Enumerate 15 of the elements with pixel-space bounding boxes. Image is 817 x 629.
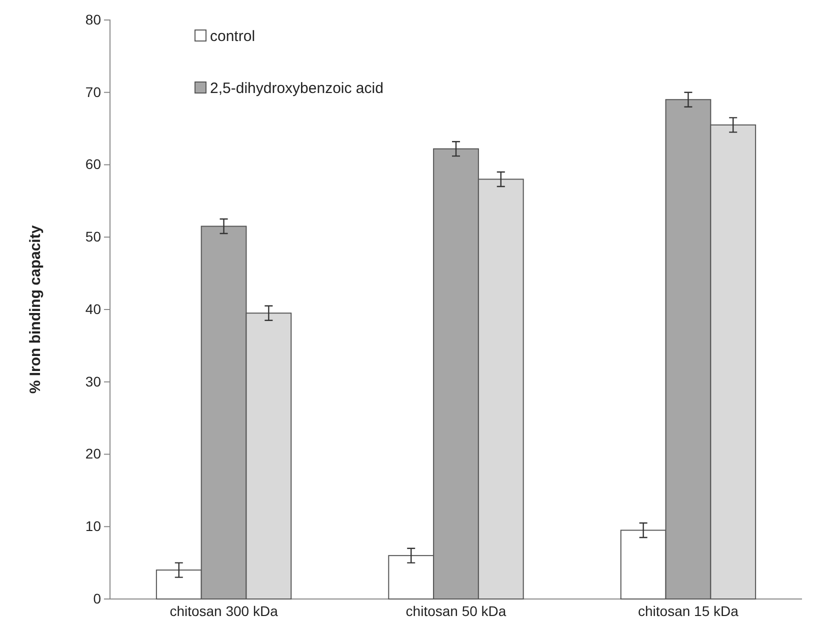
y-tick-label: 30: [85, 373, 102, 390]
y-tick-label: 80: [85, 11, 102, 28]
legend-label: control: [210, 28, 256, 45]
x-tick-label: chitosan 15 kDa: [638, 603, 739, 619]
x-tick-label: chitosan 50 kDa: [406, 603, 506, 619]
y-tick-label: 10: [85, 518, 102, 534]
y-axis-title: % Iron binding capacity: [27, 224, 44, 394]
y-tick-label: 60: [85, 156, 102, 172]
y-tick-label: 50: [85, 228, 102, 245]
legend-label: 2,5-dihydroxybenzoic acid: [210, 80, 384, 97]
y-tick-label: 40: [85, 300, 102, 317]
y-tick-label: 20: [85, 446, 102, 462]
x-tick-label: chitosan 300 kDa: [170, 603, 278, 619]
y-tick-label: 70: [85, 84, 102, 100]
y-tick-label: 0: [93, 590, 102, 606]
